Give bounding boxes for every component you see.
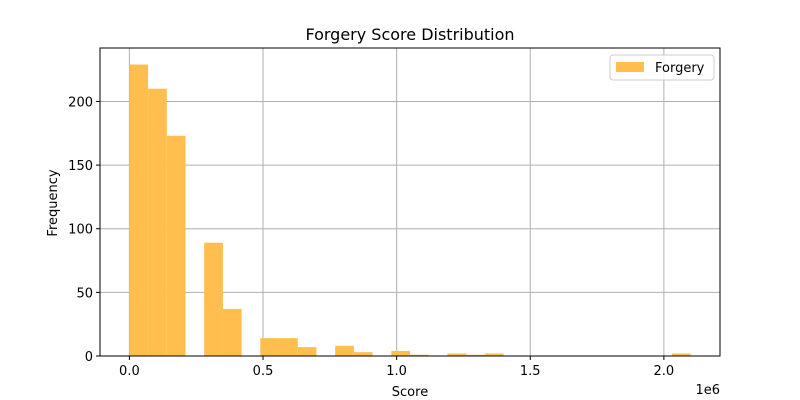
histogram-bar [410,354,429,356]
x-tick-label: 1.5 [520,364,541,379]
histogram-bars [129,64,691,357]
x-tick-label: 2.0 [654,364,675,379]
legend-box [609,54,715,81]
histogram-bar [279,338,298,356]
histogram-bar [353,352,373,356]
legend: Forgery [609,54,715,81]
y-tick-label: 50 [76,286,93,301]
chart-title: Forgery Score Distribution [305,25,514,44]
x-axis-offset-label: 1e6 [695,383,720,398]
histogram-bar [484,353,504,356]
axis-ticks: 0.0 0.5 1.0 1.5 2.0 0 50 100 150 200 [68,95,674,379]
histogram-bar [335,345,354,356]
x-tick-label: 1.0 [386,364,407,379]
histogram-bar [222,308,242,356]
x-tick-label: 0.0 [119,364,140,379]
histogram-bar [391,350,410,356]
histogram-bar [260,338,280,356]
histogram-bar [466,354,485,356]
plot-frame [99,47,721,357]
histogram-bar [297,347,317,356]
x-tick-label: 0.5 [253,364,274,379]
histogram-bar [204,242,223,356]
legend-label: Forgery [655,61,705,76]
histogram-bar [129,64,149,356]
histogram-bar [447,353,467,356]
y-tick-label: 150 [68,159,93,174]
histogram-bar [166,135,186,356]
legend-swatch [616,62,644,72]
histogram-bar [671,353,691,356]
histogram-bar [148,88,167,357]
y-tick-label: 200 [68,95,93,110]
y-axis-label: Frequency [46,169,61,236]
x-axis-label: Score [392,385,428,400]
y-tick-label: 0 [85,350,93,365]
y-tick-label: 100 [68,223,93,238]
